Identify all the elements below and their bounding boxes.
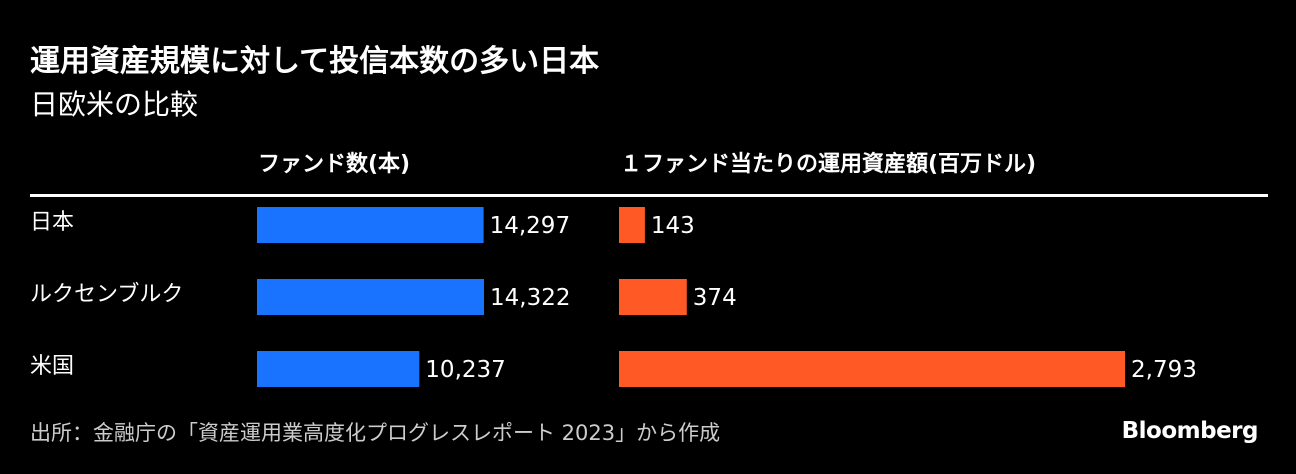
row-label-japan: 日本 xyxy=(30,210,75,235)
chart-title: 運用資産規模に対して投信本数の多い日本 xyxy=(30,44,600,79)
fund-count-bar-luxembourg xyxy=(257,279,484,315)
row-label-us: 米国 xyxy=(30,354,75,379)
header-rule xyxy=(30,194,1268,197)
fund-count-value-label-luxembourg: 14,322 xyxy=(490,285,570,311)
asset-per-fund-bar-us xyxy=(619,351,1125,387)
fund-count-value-label-japan: 14,297 xyxy=(490,213,570,239)
chart-subtitle: 日欧米の比較 xyxy=(30,88,199,121)
fund-count-column-header: ファンド数(本) xyxy=(258,152,411,177)
row-label-luxembourg: ルクセンブルク xyxy=(30,282,184,307)
fund-count-bar-us xyxy=(257,351,420,387)
source-note: 出所：金融庁の「資産運用業高度化プログレスレポート 2023」から作成 xyxy=(30,421,721,445)
asset-per-fund-bar-japan xyxy=(619,207,645,243)
asset-per-fund-bar-luxembourg xyxy=(619,279,687,315)
asset-per-fund-value-label-japan: 143 xyxy=(651,213,695,239)
asset-per-fund-value-label-luxembourg: 374 xyxy=(693,285,737,311)
bloomberg-logo: Bloomberg xyxy=(1121,418,1259,444)
fund-count-value-label-us: 10,237 xyxy=(425,357,505,383)
fund-count-bar-japan xyxy=(257,207,484,243)
asset-per-fund-value-label-us: 2,793 xyxy=(1131,357,1197,383)
asset-per-fund-column-header: １ファンド当たりの運用資産額(百万ドル) xyxy=(620,152,1037,177)
